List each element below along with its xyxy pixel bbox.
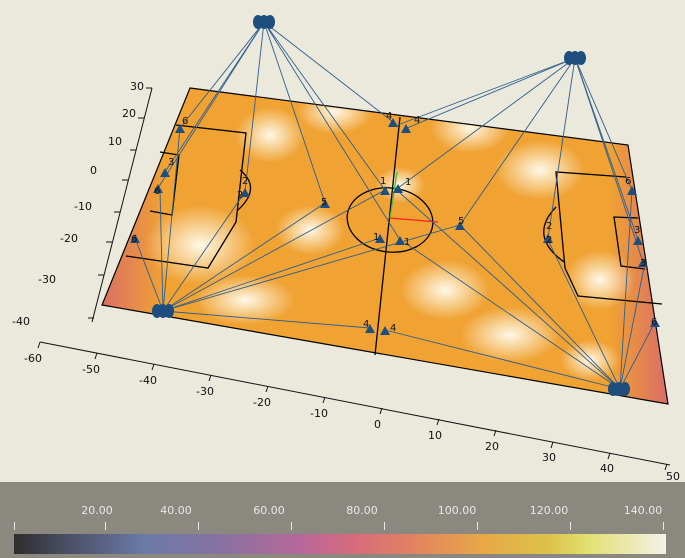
camera-label: 2 — [546, 221, 552, 232]
3d-viewport[interactable]: 6 3 6 6 2 2 5 4 4 1 1 1 1 5 4 4 2 2 6 3 … — [0, 0, 685, 482]
colorbar-tick — [570, 522, 571, 530]
x-tick-label: -20 — [253, 396, 271, 409]
color-legend: 20.00 40.00 60.00 80.00 100.00 120.00 14… — [0, 482, 685, 558]
y-tick-label: -10 — [74, 200, 92, 213]
y-tick-label: -20 — [60, 232, 78, 245]
camera-label: 1 — [380, 176, 386, 187]
camera-label: 5 — [458, 216, 464, 227]
camera-cluster-bottom-right[interactable] — [608, 382, 630, 396]
x-tick-label: 40 — [600, 462, 614, 475]
y-tick-label: 30 — [130, 80, 144, 93]
camera-label: 2 — [546, 235, 552, 246]
camera-cluster-top-left[interactable] — [253, 15, 275, 29]
y-axis-marker — [389, 171, 398, 219]
colorbar-tick-label: 80.00 — [346, 504, 378, 517]
colorbar-tick-label: 20.00 — [81, 504, 113, 517]
colorbar-tick — [477, 522, 478, 530]
colorbar-tick — [14, 522, 15, 530]
camera-cluster-bottom-left[interactable] — [152, 304, 174, 318]
colorbar-tick — [384, 522, 385, 530]
camera-label: 5 — [321, 197, 327, 208]
camera-label: 4 — [386, 111, 392, 122]
camera-label: 6 — [131, 234, 137, 245]
x-axis-tick-labels: -60 -50 -40 -30 -20 -10 0 10 20 30 40 50 — [24, 352, 680, 482]
y-axis — [88, 87, 153, 323]
camera-cluster-top-right[interactable] — [564, 51, 586, 65]
y-tick-label: 20 — [122, 107, 136, 120]
y-tick-label: -30 — [38, 273, 56, 286]
y-tick-label: -40 — [12, 315, 30, 328]
camera-label: 3 — [168, 157, 174, 168]
y-tick-label: 0 — [90, 164, 97, 177]
camera-label: 3 — [640, 258, 646, 269]
x-tick-label: 50 — [666, 470, 680, 482]
x-tick-label: 0 — [374, 418, 381, 431]
colorbar-gradient — [14, 534, 666, 554]
colorbar-tick — [291, 522, 292, 530]
colorbar-tick — [663, 522, 664, 530]
x-tick-label: -30 — [196, 385, 214, 398]
camera-label: 4 — [363, 319, 369, 330]
camera-label: 2 — [242, 176, 248, 187]
colorbar-tick-label: 120.00 — [529, 504, 569, 517]
camera-label: 2 — [237, 190, 243, 201]
colorbar-tick-label: 60.00 — [253, 504, 285, 517]
colorbar-tick — [105, 522, 106, 530]
camera-label: 6 — [182, 116, 188, 127]
camera-label: 6 — [625, 176, 631, 187]
x-tick-label: -40 — [139, 374, 157, 387]
x-tick-label: 20 — [485, 440, 499, 453]
colorbar-tick — [198, 522, 199, 530]
camera-label: 3 — [634, 225, 640, 236]
camera-label: 1 — [405, 177, 411, 188]
camera-labels: 6 3 6 6 2 2 5 4 4 1 1 1 1 5 4 4 2 2 6 3 … — [131, 111, 657, 334]
camera-rays — [134, 21, 656, 390]
field-surface — [101, 87, 669, 405]
camera-markers[interactable] — [130, 118, 660, 335]
camera-label: 4 — [414, 115, 420, 126]
x-tick-label: 30 — [542, 451, 556, 464]
camera-label: 1 — [404, 237, 410, 248]
x-axis — [37, 341, 671, 471]
y-tick-label: 10 — [108, 135, 122, 148]
x-tick-label: -10 — [310, 407, 328, 420]
colorbar-tick-label: 140.00 — [623, 504, 663, 517]
scene-canvas[interactable]: 6 3 6 6 2 2 5 4 4 1 1 1 1 5 4 4 2 2 6 3 … — [0, 0, 685, 482]
camera-label: 6 — [154, 186, 160, 197]
y-axis-tick-labels: 30 20 10 0 -10 -20 -30 -40 — [12, 80, 144, 328]
x-tick-label: -60 — [24, 352, 42, 365]
camera-label: 4 — [390, 323, 396, 334]
x-tick-label: -50 — [82, 363, 100, 376]
camera-label: 6 — [651, 317, 657, 328]
colorbar-tick-label: 40.00 — [160, 504, 192, 517]
x-tick-label: 10 — [428, 429, 442, 442]
x-axis-marker — [389, 217, 439, 223]
colorbar-tick-label: 100.00 — [437, 504, 477, 517]
camera-label: 1 — [373, 232, 379, 243]
